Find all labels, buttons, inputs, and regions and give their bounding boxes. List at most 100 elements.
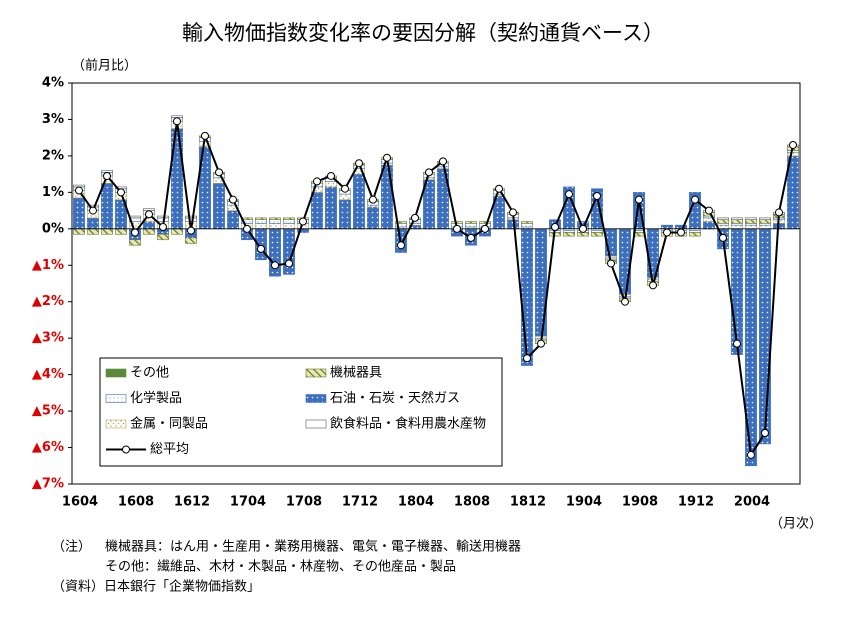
legend-swatch — [105, 394, 127, 403]
legend-label: 総平均 — [150, 442, 189, 457]
point — [397, 241, 405, 250]
bar — [703, 221, 715, 230]
point — [789, 140, 797, 149]
x-tick-label: 1708 — [286, 495, 322, 510]
y-tick-label: ▲7% — [32, 477, 64, 492]
point — [201, 131, 209, 140]
bar — [577, 232, 589, 237]
point — [117, 188, 125, 197]
note: 機械器具：はん用・生産用・業務用機器、電気・電子機器、輸送用機器 — [105, 539, 521, 555]
point — [89, 206, 97, 215]
y-tick-label: 3% — [42, 112, 64, 127]
point — [131, 228, 139, 237]
y-tick-label: 4% — [42, 76, 64, 91]
point — [635, 195, 643, 204]
bar — [157, 233, 169, 241]
point — [327, 171, 335, 180]
x-tick-label: 1704 — [230, 495, 266, 510]
point — [285, 259, 293, 268]
bar — [521, 228, 533, 366]
point — [733, 339, 741, 348]
x-tick-label: 1812 — [510, 495, 546, 510]
bar — [731, 228, 743, 355]
x-tick-label: 1612 — [174, 495, 210, 510]
source: （資料）日本銀行「企業物価指数」 — [52, 579, 260, 595]
point — [467, 233, 475, 242]
y-tick-label: ▲1% — [32, 258, 64, 273]
x-tick-label: 1608 — [118, 495, 154, 510]
bar — [745, 224, 757, 230]
bar — [185, 237, 197, 244]
point — [719, 233, 727, 242]
bar — [591, 232, 603, 237]
bar — [227, 210, 239, 230]
legend-label: 金属・同製品 — [130, 416, 208, 432]
bar — [717, 219, 729, 224]
bar — [325, 181, 337, 188]
bar — [115, 228, 127, 235]
point — [369, 195, 377, 204]
point — [103, 171, 111, 180]
y-tick-label: ▲3% — [32, 331, 64, 346]
legend-label: 化学製品 — [130, 390, 182, 406]
line — [78, 121, 794, 458]
point — [159, 222, 167, 231]
y-tick-label: ▲5% — [32, 404, 64, 419]
bar — [185, 215, 197, 219]
plot-area — [71, 82, 801, 485]
bar — [325, 186, 337, 230]
bar — [661, 224, 673, 230]
bar — [381, 164, 393, 230]
point — [775, 208, 783, 217]
bar — [465, 223, 477, 228]
legend-label: 石油・石炭・天然ガス — [330, 390, 460, 406]
point — [411, 213, 419, 222]
bar — [283, 219, 295, 224]
point — [75, 186, 83, 195]
legend-swatch — [305, 394, 327, 403]
bar — [535, 228, 547, 337]
bar — [717, 217, 729, 221]
legend-swatch — [305, 368, 327, 378]
point — [299, 217, 307, 226]
bar — [451, 221, 463, 224]
y-tick-label: 2% — [42, 148, 64, 163]
point — [229, 195, 237, 204]
point — [439, 157, 447, 166]
point — [523, 354, 531, 363]
bar — [521, 221, 533, 224]
legend-label: その他 — [130, 366, 169, 381]
note: その他：繊維品、木材・木製品・林産物、その他産品・製品 — [105, 559, 456, 575]
y-tick-label: 1% — [42, 185, 64, 200]
point — [341, 184, 349, 193]
x-tick-label: 1804 — [398, 495, 434, 510]
point — [677, 228, 685, 237]
point — [565, 190, 573, 199]
legend-label: 機械器具 — [330, 366, 382, 381]
bar — [101, 228, 113, 235]
x-tick-label: 1912 — [678, 495, 714, 510]
bar — [269, 219, 281, 224]
bar — [311, 192, 323, 230]
bar — [731, 217, 743, 221]
y-tick-label: ▲2% — [32, 294, 64, 309]
bar — [129, 239, 141, 246]
bar — [255, 223, 267, 230]
bar — [339, 193, 351, 200]
legend-swatch — [105, 368, 127, 378]
point — [579, 224, 587, 233]
bar — [143, 221, 155, 230]
point — [145, 210, 153, 219]
point — [705, 206, 713, 215]
point — [453, 224, 461, 233]
y-tick-label: 0% — [42, 221, 64, 236]
x-tick-label: 1712 — [342, 495, 378, 510]
bar — [269, 223, 281, 230]
point — [383, 153, 391, 162]
bar — [87, 228, 99, 235]
point — [593, 192, 601, 201]
point — [607, 259, 615, 268]
bar — [759, 219, 771, 224]
bar — [759, 217, 771, 221]
x-tick-label: 1904 — [566, 495, 602, 510]
